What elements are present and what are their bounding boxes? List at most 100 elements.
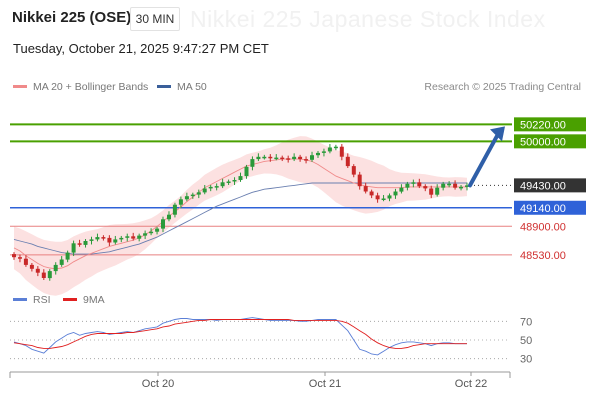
candle-body-9 [65,252,70,260]
level-box-0 [514,117,586,132]
interval-selector[interactable]: 30 MIN [130,7,180,31]
candle-body-11 [77,243,82,245]
legend-ma20: MA 20 + Bollinger Bands [13,81,148,93]
rsi-tick-0: 70 [520,316,532,328]
candle-body-60 [369,191,374,196]
candle-body-28 [178,199,183,205]
candle-body-41 [256,156,261,160]
candle-body-13 [89,239,94,241]
level-box-2 [514,178,586,193]
x-tick-0: Oct 20 [142,378,174,390]
x-tick-2: Oct 22 [455,378,487,390]
candle-body-59 [363,186,368,192]
legend-ma50-label: MA 50 [177,81,207,93]
x-tick-1: Oct 21 [309,378,341,390]
legend-ma50-swatch [157,84,171,88]
candle-body-21 [137,235,142,239]
candle-body-37 [232,180,237,182]
timestamp: Tuesday, October 21, 2025 9:47:27 PM CET [13,41,269,56]
level-label-4: 48900.00 [520,221,566,233]
candle-body-65 [399,187,404,192]
candle-body-51 [316,152,320,156]
candle-body-15 [101,237,106,239]
candle-body-53 [327,147,332,152]
instrument-title: Nikkei 225 (OSE) [12,9,132,26]
legend-ma50: MA 50 [157,81,207,93]
candle-body-12 [83,241,88,245]
candle-body-75 [459,186,463,189]
candle-body-62 [381,198,386,200]
rsi-tick-2: 30 [520,354,532,366]
candle-body-30 [190,194,195,197]
legend-rsi-label: RSI [33,294,51,306]
candle-body-3 [29,264,34,269]
candle-body-22 [143,233,148,236]
candle-body-47 [292,156,297,160]
candle-body-48 [298,156,303,160]
ma20-line [13,158,467,270]
candle-body-18 [119,237,124,240]
candle-body-29 [184,196,189,200]
rsi-tick-1: 50 [520,335,532,347]
candle-body-26 [167,214,171,220]
candle-body-5 [41,272,46,278]
projection-arrow-head [490,126,505,142]
candle-body-74 [453,183,458,188]
candle-body-38 [238,176,243,180]
candle-body-45 [280,157,285,160]
candle-body-17 [113,239,118,243]
candle-body-16 [107,237,112,243]
level-box-3 [514,200,586,215]
candle-body-24 [155,228,160,232]
watermark: Nikkei 225 Japanese Stock Index [190,6,546,32]
legend-ma20-swatch [13,84,27,88]
legend-9ma: 9MA [63,294,105,306]
candle-body-64 [393,191,398,196]
candle-body-57 [351,166,356,175]
level-label-0: 50220.00 [520,119,566,131]
candle-body-25 [161,219,165,229]
candle-body-14 [95,237,100,240]
candle-body-56 [345,156,350,167]
candle-body-68 [417,182,422,187]
candle-body-40 [250,159,255,167]
candle-body-44 [274,157,279,160]
candle-body-72 [441,183,446,188]
candle-body-19 [125,236,130,238]
legend-rsi-swatch [13,297,27,301]
level-label-3: 49140.00 [520,203,566,215]
candle-body-1 [18,257,22,259]
candle-body-6 [47,271,52,279]
candle-body-10 [71,243,76,253]
level-label-2: 49430.00 [520,180,566,192]
candle-body-69 [423,186,428,189]
candle-body-58 [357,174,362,187]
candle-body-67 [411,182,416,184]
candle-body-70 [429,188,434,195]
candle-body-34 [214,186,219,188]
candle-body-42 [262,156,267,159]
candle-body-0 [12,254,16,258]
legend-9ma-label: 9MA [83,294,105,306]
candle-body-49 [304,159,309,161]
bollinger-band [14,136,467,296]
candle-body-35 [220,182,225,187]
candle-body-39 [244,166,249,177]
candle-body-61 [375,195,380,200]
candle-body-36 [226,181,231,183]
candle-body-33 [208,186,213,189]
legend-9ma-swatch [63,297,77,301]
legend-rsi: RSI [13,294,51,306]
candle-body-50 [310,155,314,160]
candle-body-43 [268,156,273,159]
candle-body-32 [202,188,207,193]
rsi-9ma-line [13,319,467,349]
level-label-5: 48530.00 [520,250,566,262]
candle-body-46 [286,158,291,160]
candle-body-20 [131,236,136,239]
candle-body-55 [339,146,344,157]
candle-body-71 [435,187,440,195]
candle-body-4 [35,268,40,273]
